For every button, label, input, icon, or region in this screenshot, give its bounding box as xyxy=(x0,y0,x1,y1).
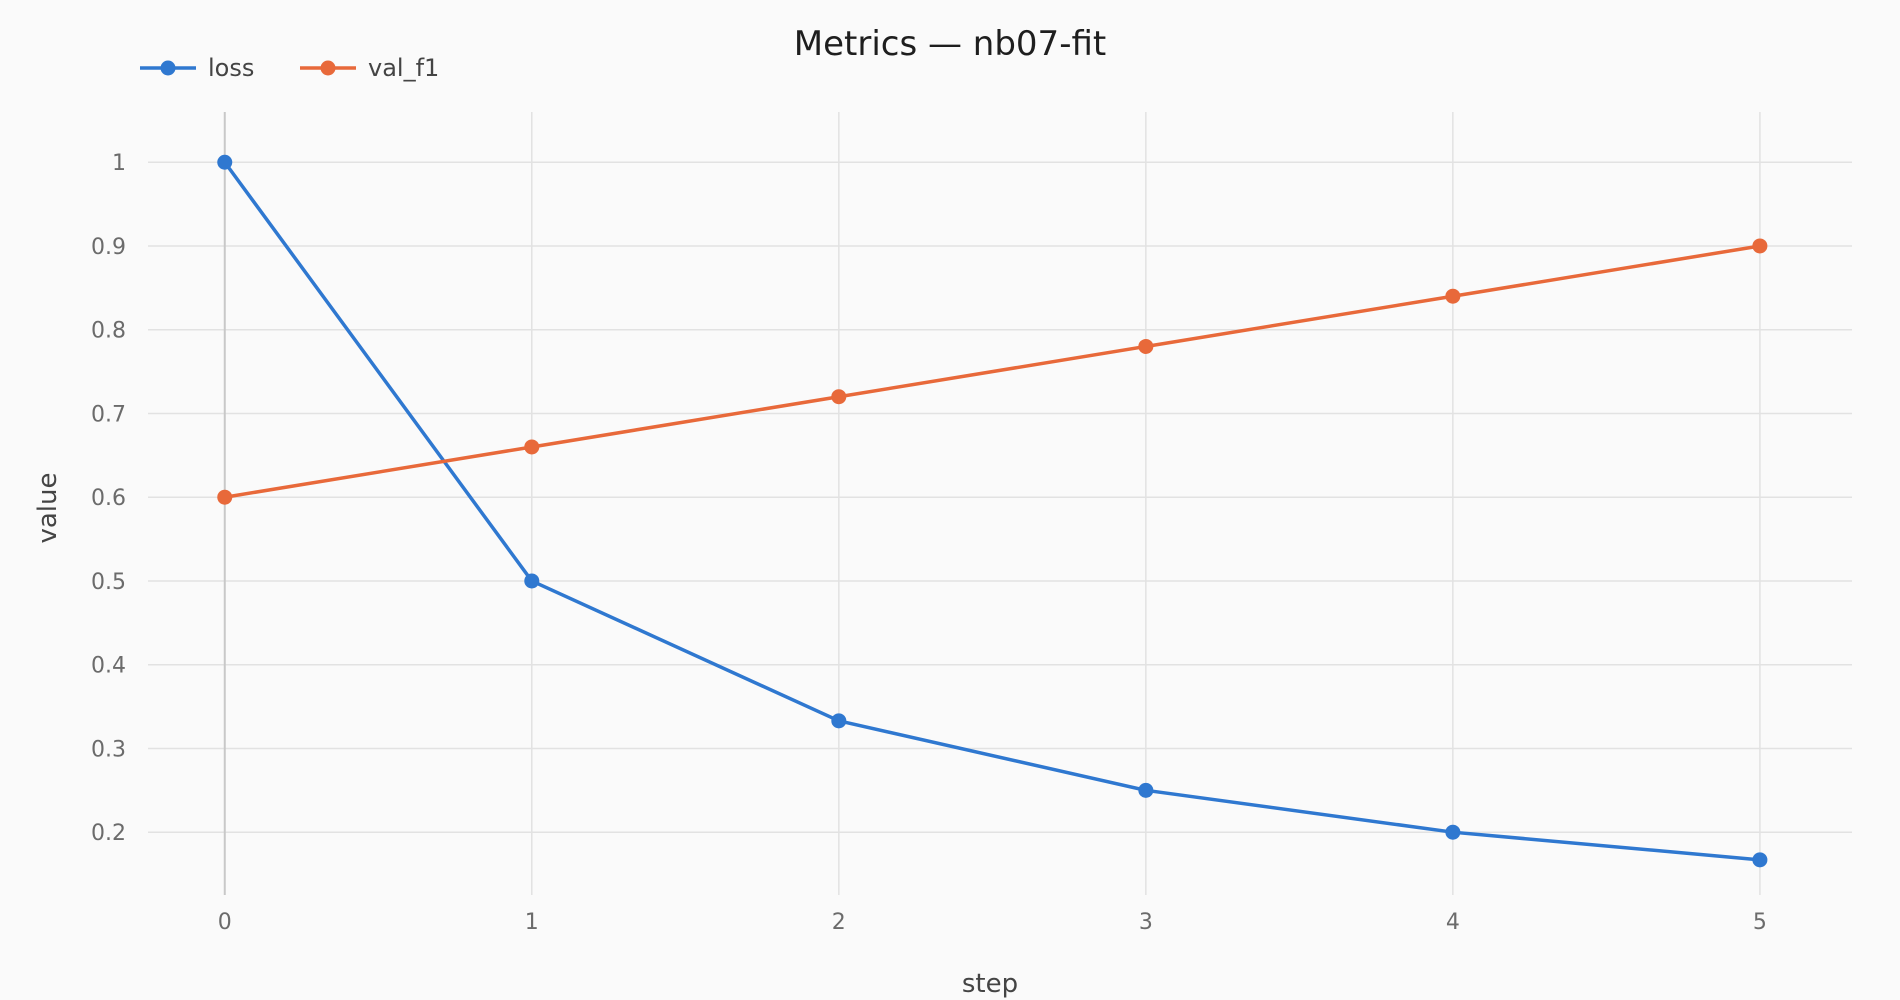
series-line xyxy=(224,244,1761,499)
series-group xyxy=(217,154,1768,868)
legend-item-val-f1[interactable]: val_f1 xyxy=(300,54,439,82)
legend[interactable]: loss val_f1 xyxy=(140,54,439,82)
y-tick-label: 1 xyxy=(112,151,126,176)
series-val-f1 xyxy=(217,238,1768,505)
legend-label: val_f1 xyxy=(368,54,439,82)
legend-marker xyxy=(320,60,336,76)
data-point[interactable] xyxy=(524,573,540,589)
legend-label: loss xyxy=(208,54,254,82)
y-axis-title: value xyxy=(33,472,63,543)
tick-labels: 0.2 0.3 0.4 0.5 0.6 0.7 0.8 0.9 1 0 1 2 3 4 5 xyxy=(91,151,1767,935)
x-tick-label: 3 xyxy=(1139,910,1153,935)
data-point[interactable] xyxy=(831,713,847,729)
x-tick-label: 4 xyxy=(1446,910,1460,935)
legend-item-loss[interactable]: loss xyxy=(140,54,254,82)
data-point[interactable] xyxy=(1752,852,1768,868)
y-tick-label: 0.3 xyxy=(91,737,126,762)
y-tick-label: 0.7 xyxy=(91,402,126,427)
y-tick-label: 0.5 xyxy=(91,570,126,595)
data-point[interactable] xyxy=(524,439,540,455)
x-tick-label: 5 xyxy=(1753,910,1767,935)
y-tick-label: 0.4 xyxy=(91,654,126,679)
y-tick-label: 0.9 xyxy=(91,235,126,260)
data-point[interactable] xyxy=(217,154,233,170)
y-tick-label: 0.6 xyxy=(91,486,126,511)
x-tick-label: 2 xyxy=(832,910,846,935)
y-tick-label: 0.2 xyxy=(91,821,126,846)
grid xyxy=(148,112,1852,895)
x-tick-label: 0 xyxy=(218,910,232,935)
data-point[interactable] xyxy=(1752,238,1768,254)
data-point[interactable] xyxy=(1138,338,1154,354)
data-point[interactable] xyxy=(217,489,233,505)
data-point[interactable] xyxy=(1138,782,1154,798)
series-line xyxy=(223,161,1761,862)
legend-marker xyxy=(160,60,176,76)
chart-title: Metrics — nb07-fit xyxy=(794,24,1106,64)
x-axis-title: step xyxy=(962,969,1018,999)
x-tick-label: 1 xyxy=(525,910,539,935)
data-point[interactable] xyxy=(1445,288,1461,304)
y-tick-label: 0.8 xyxy=(91,319,126,344)
data-point[interactable] xyxy=(831,389,847,405)
data-point[interactable] xyxy=(1445,824,1461,840)
series-loss xyxy=(217,154,1768,868)
